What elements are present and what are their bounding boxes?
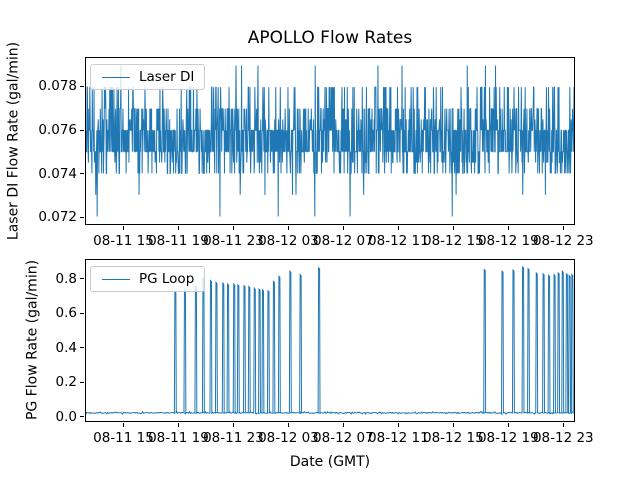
x-tick — [397, 423, 399, 427]
x-tick-label: 08-11 15 — [93, 233, 154, 249]
x-tick-label: 08-12 15 — [422, 430, 484, 446]
legend-label-laser-di: Laser DI — [139, 69, 195, 85]
x-tick — [562, 423, 564, 427]
x-tick-label: 08-12 07 — [313, 430, 374, 446]
axes-laser-di: Laser DI — [85, 57, 575, 225]
x-tick — [452, 423, 454, 427]
y-tick — [80, 216, 84, 218]
x-tick — [562, 226, 564, 230]
x-tick-label: 08-12 11 — [368, 233, 429, 249]
x-tick — [287, 226, 289, 230]
x-tick — [177, 226, 179, 230]
legend-label-pg-loop: PG Loop — [139, 271, 195, 287]
y-tick-label: 0.6 — [55, 305, 77, 322]
x-tick-label: 08-12 03 — [258, 430, 319, 446]
pg-loop-line-sample-icon — [102, 278, 130, 280]
y-tick-label: 0.2 — [55, 374, 77, 391]
x-tick-label: 08-11 19 — [148, 233, 209, 249]
x-tick-label: 08-11 23 — [203, 430, 264, 446]
x-tick-label: 08-12 19 — [477, 233, 539, 249]
xlabel-date: Date (GMT) — [289, 454, 371, 470]
x-tick — [397, 226, 399, 230]
x-tick — [507, 226, 509, 230]
x-tick — [507, 423, 509, 427]
y-tick-label: 0.072 — [38, 209, 77, 226]
x-tick — [452, 226, 454, 230]
pg-loop-line — [86, 265, 574, 416]
x-tick — [122, 423, 124, 427]
y-tick — [80, 278, 84, 280]
laser-di-line — [86, 65, 574, 217]
y-tick — [80, 347, 84, 349]
laser-di-canvas — [86, 65, 574, 217]
y-tick — [80, 173, 84, 175]
y-tick — [80, 416, 84, 418]
x-tick-label: 08-11 15 — [93, 430, 154, 446]
y-tick-label: 0.078 — [38, 78, 77, 95]
laser-di-line-sample-icon — [102, 76, 130, 78]
y-tick-label: 0.4 — [55, 339, 77, 356]
y-tick-label: 0.076 — [38, 122, 77, 139]
y-tick-label: 0.8 — [55, 270, 77, 287]
legend-laser-di: Laser DI — [90, 64, 206, 90]
y-tick — [80, 85, 84, 87]
y-tick — [80, 381, 84, 383]
x-tick — [287, 423, 289, 427]
x-tick-label: 08-12 07 — [313, 233, 374, 249]
y-tick — [80, 129, 84, 131]
x-tick-label: 08-12 11 — [368, 430, 429, 446]
axes-pg-loop: PG Loop — [85, 259, 575, 422]
x-tick — [122, 226, 124, 230]
x-tick-label: 08-12 23 — [532, 430, 594, 446]
x-tick-label: 08-12 23 — [532, 233, 594, 249]
chart-title: APOLLO Flow Rates — [247, 28, 413, 48]
x-tick — [342, 226, 344, 230]
y-tick-label: 0.074 — [38, 165, 77, 182]
x-tick-label: 08-12 15 — [422, 233, 484, 249]
y-tick — [80, 312, 84, 314]
pg-loop-canvas — [86, 265, 574, 416]
y-tick-label: 0.0 — [55, 408, 77, 425]
legend-pg-loop: PG Loop — [90, 266, 206, 292]
x-tick-label: 08-12 19 — [477, 430, 539, 446]
x-tick — [342, 423, 344, 427]
x-tick — [232, 423, 234, 427]
x-tick — [177, 423, 179, 427]
x-tick-label: 08-11 19 — [148, 430, 209, 446]
x-tick-label: 08-12 03 — [258, 233, 319, 249]
x-tick — [232, 226, 234, 230]
x-tick-label: 08-11 23 — [203, 233, 264, 249]
